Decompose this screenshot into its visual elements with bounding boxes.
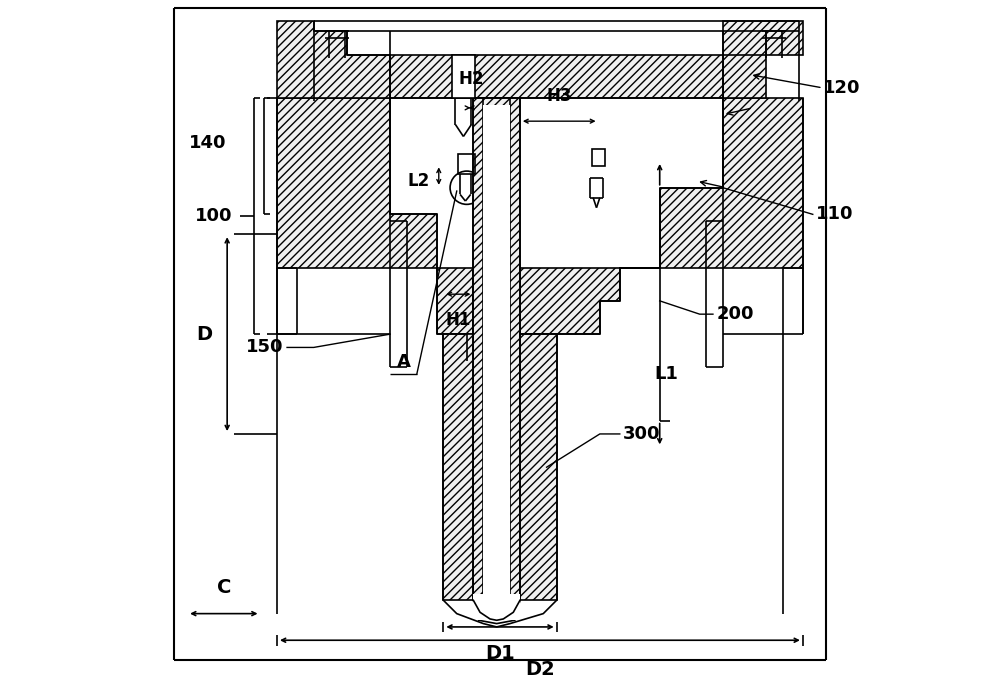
Bar <box>483 334 510 600</box>
Text: C: C <box>217 578 231 597</box>
Text: 110: 110 <box>816 205 854 223</box>
Text: 100: 100 <box>195 207 233 225</box>
Polygon shape <box>520 334 557 600</box>
Polygon shape <box>520 98 803 334</box>
Text: L1: L1 <box>654 365 678 383</box>
Text: 140: 140 <box>188 134 226 152</box>
Polygon shape <box>473 98 520 600</box>
Text: H3: H3 <box>546 87 572 104</box>
Bar <box>592 149 605 166</box>
Text: A: A <box>397 353 410 371</box>
Polygon shape <box>390 55 723 98</box>
Text: L2: L2 <box>408 172 430 190</box>
Text: 300: 300 <box>623 425 661 443</box>
Bar <box>458 154 475 175</box>
Polygon shape <box>723 21 803 98</box>
Text: H1: H1 <box>446 311 471 329</box>
Bar <box>473 593 520 621</box>
Text: D1: D1 <box>485 644 515 663</box>
Text: 150: 150 <box>246 338 284 357</box>
Bar <box>483 104 510 597</box>
Polygon shape <box>277 21 390 98</box>
Text: 200: 200 <box>716 305 754 323</box>
Bar <box>452 55 475 98</box>
Text: 120: 120 <box>823 79 860 97</box>
Text: H2: H2 <box>458 70 484 88</box>
Text: D: D <box>196 325 212 344</box>
Polygon shape <box>443 334 473 600</box>
Text: D2: D2 <box>525 660 555 679</box>
Polygon shape <box>277 98 473 334</box>
